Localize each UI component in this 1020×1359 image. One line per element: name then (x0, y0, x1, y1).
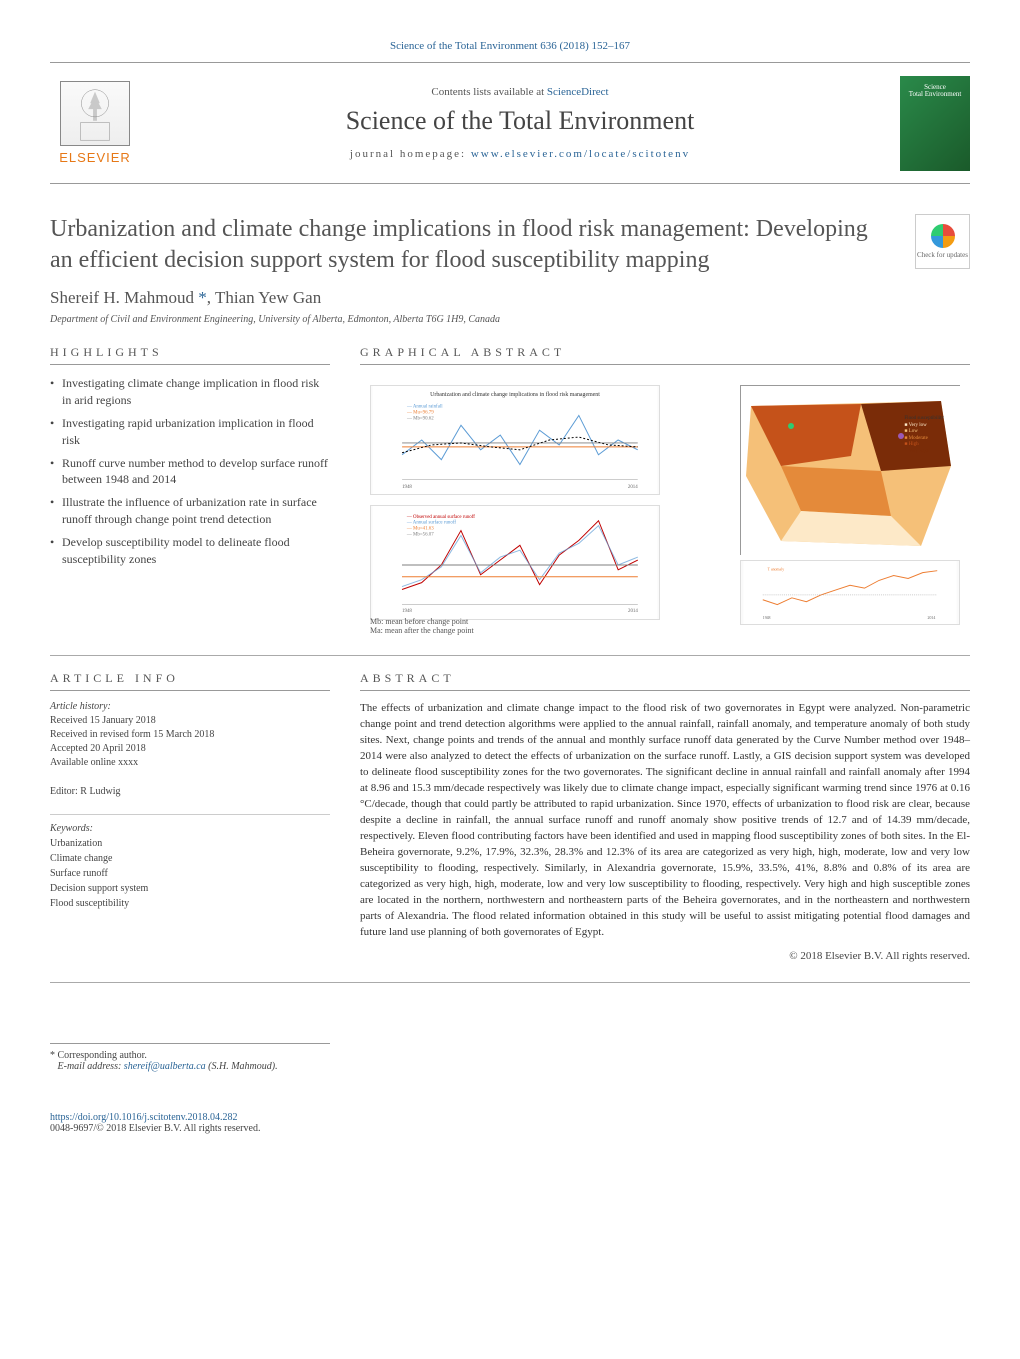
ga-caption-1: Mb: mean before change point (370, 617, 474, 626)
affiliation: Department of Civil and Environment Engi… (50, 314, 970, 325)
ga-caption-2: Ma: mean after the change point (370, 626, 474, 635)
highlight-item: Develop susceptibility model to delineat… (50, 534, 330, 568)
highlights-heading: HIGHLIGHTS (50, 345, 330, 365)
abstract-heading: ABSTRACT (360, 671, 970, 691)
elsevier-tree-icon (60, 81, 130, 146)
ga-runoff-chart: — Observed annual surface runoff — Annua… (370, 505, 660, 620)
graphical-abstract: Urbanization and climate change implicat… (360, 375, 970, 635)
elsevier-text: ELSEVIER (59, 150, 131, 165)
history-received: Received 15 January 2018 (50, 714, 330, 728)
ga-title: Urbanization and climate change implicat… (430, 391, 600, 398)
check-updates-label: Check for updates (917, 251, 968, 259)
contents-available: Contents lists available at ScienceDirec… (140, 86, 900, 98)
ga-temp-chart: T anomaly 1948 2014 (740, 560, 960, 625)
ga-rainfall-chart: Urbanization and climate change implicat… (370, 385, 660, 495)
author-name-2: , Thian Yew Gan (207, 288, 321, 307)
contents-prefix: Contents lists available at (431, 86, 546, 98)
svg-text:— Mb=90.62: — Mb=90.62 (406, 417, 434, 422)
divider (50, 655, 970, 656)
divider (50, 982, 970, 983)
keyword: Decision support system (50, 881, 330, 896)
svg-text:2014: 2014 (928, 617, 936, 621)
cover-text-2: Total Environment (909, 91, 962, 99)
history-revised: Received in revised form 15 March 2018 (50, 728, 330, 742)
highlight-item: Investigating rapid urbanization implica… (50, 415, 330, 449)
journal-header: ELSEVIER Contents lists available at Sci… (50, 62, 970, 184)
history-online: Available online xxxx (50, 756, 330, 770)
highlight-item: Runoff curve number method to develop su… (50, 455, 330, 489)
svg-text:— Mb=56.07: — Mb=56.07 (406, 533, 434, 538)
keyword: Climate change (50, 851, 330, 866)
email-label: E-mail address: (58, 1061, 124, 1072)
history-accepted: Accepted 20 April 2018 (50, 742, 330, 756)
footer: * Corresponding author. E-mail address: … (50, 1043, 970, 1134)
svg-text:— Mu=41.63: — Mu=41.63 (406, 527, 434, 532)
divider (50, 814, 330, 815)
highlight-item: Investigating climate change implication… (50, 375, 330, 409)
abstract-text: The effects of urbanization and climate … (360, 701, 970, 940)
corresp-mark-link[interactable]: * (198, 288, 207, 307)
editor: Editor: R Ludwig (50, 785, 330, 799)
homepage-prefix: journal homepage: (350, 148, 471, 160)
svg-text:1948: 1948 (402, 609, 412, 614)
svg-text:— Annual rainfall: — Annual rainfall (406, 405, 443, 410)
keywords-list: Urbanization Climate change Surface runo… (50, 836, 330, 911)
issn-line: 0048-9697/© 2018 Elsevier B.V. All right… (50, 1123, 970, 1134)
svg-text:1948: 1948 (763, 617, 771, 621)
svg-text:— Mu=96.79: — Mu=96.79 (406, 411, 434, 416)
svg-text:2014: 2014 (628, 485, 638, 490)
author-name-1: Shereif H. Mahmoud (50, 288, 198, 307)
homepage-link[interactable]: www.elsevier.com/locate/scitotenv (471, 148, 690, 160)
elsevier-logo: ELSEVIER (50, 73, 140, 173)
ga-map-legend: Flood susceptibility ■ Very low ■ Low ■ … (904, 416, 944, 455)
authors: Shereif H. Mahmoud *, Thian Yew Gan (50, 288, 970, 308)
email-suffix: (S.H. Mahmoud). (206, 1061, 278, 1072)
check-updates-badge[interactable]: Check for updates (915, 214, 970, 269)
copyright: © 2018 Elsevier B.V. All rights reserved… (360, 950, 970, 962)
article-title: Urbanization and climate change implicat… (50, 214, 895, 276)
svg-text:1948: 1948 (402, 485, 412, 490)
journal-cover-thumb: Science Total Environment (900, 76, 970, 171)
corresp-label: Corresponding author. (55, 1050, 147, 1061)
crossmark-icon (931, 224, 955, 248)
keyword: Flood susceptibility (50, 896, 330, 911)
journal-homepage: journal homepage: www.elsevier.com/locat… (140, 148, 900, 160)
keyword: Urbanization (50, 836, 330, 851)
corresponding-author: * Corresponding author. E-mail address: … (50, 1043, 330, 1072)
keywords-label: Keywords: (50, 823, 330, 834)
journal-reference: Science of the Total Environment 636 (20… (50, 40, 970, 52)
svg-text:— Observed annual surface runo: — Observed annual surface runoff (406, 515, 475, 520)
svg-text:T anomaly: T anomaly (768, 568, 785, 572)
keyword: Surface runoff (50, 866, 330, 881)
doi-link[interactable]: https://doi.org/10.1016/j.scitotenv.2018… (50, 1112, 238, 1123)
email-link[interactable]: shereif@ualberta.ca (124, 1061, 206, 1072)
svg-text:— Annual surface runoff: — Annual surface runoff (406, 521, 456, 526)
journal-name: Science of the Total Environment (140, 106, 900, 136)
sciencedirect-link[interactable]: ScienceDirect (547, 86, 609, 98)
svg-text:2014: 2014 (628, 609, 638, 614)
article-info-heading: ARTICLE INFO (50, 671, 330, 691)
ga-susceptibility-map: Flood susceptibility ■ Very low ■ Low ■ … (740, 385, 960, 555)
ga-caption: Mb: mean before change point Ma: mean af… (370, 617, 474, 635)
highlight-item: Illustrate the influence of urbanization… (50, 494, 330, 528)
graphical-abstract-heading: GRAPHICAL ABSTRACT (360, 345, 970, 365)
history-label: Article history: (50, 701, 330, 712)
highlights-list: Investigating climate change implication… (50, 375, 330, 567)
